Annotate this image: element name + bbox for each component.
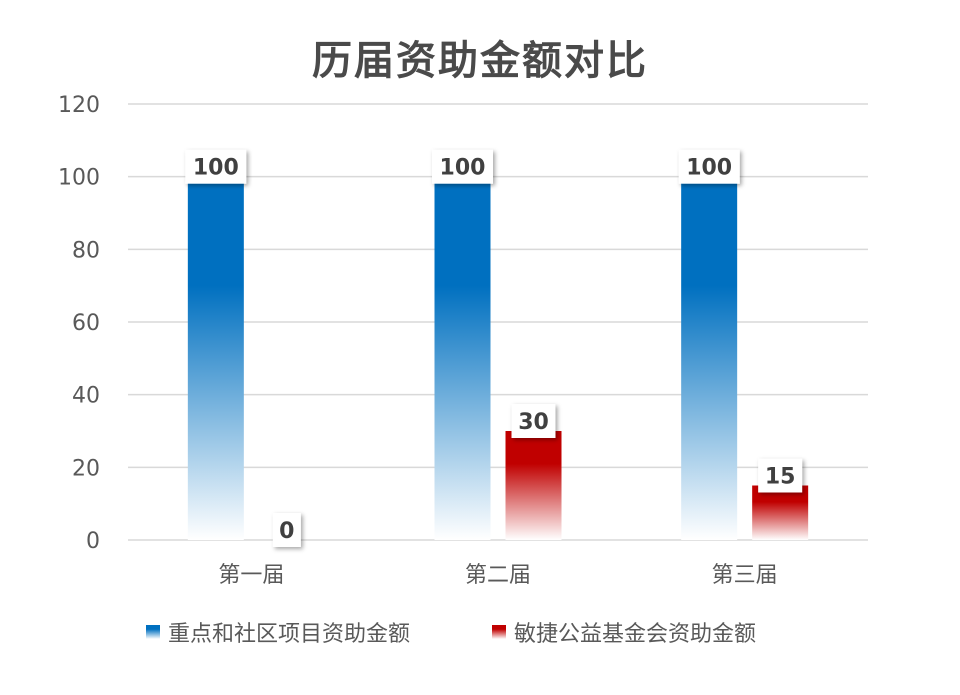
legend-label: 重点和社区项目资助金额 — [168, 622, 410, 647]
y-tick-label: 40 — [72, 384, 100, 409]
data-label-text: 0 — [279, 519, 294, 544]
data-label-text: 15 — [765, 465, 796, 490]
x-tick-label: 第三届 — [712, 563, 778, 588]
data-label: 100 — [432, 149, 493, 184]
bar — [752, 485, 809, 540]
y-tick-label: 20 — [72, 456, 100, 481]
data-label: 0 — [272, 513, 301, 547]
data-label-box — [185, 149, 247, 184]
x-axis-ticks: 第一届 第二届 第三届 — [218, 563, 777, 588]
y-tick-label: 120 — [58, 93, 100, 118]
legend: 重点和社区项目资助金额 敏捷公益基金会资助金额 — [146, 622, 756, 647]
legend-label: 敏捷公益基金会资助金额 — [514, 622, 756, 647]
data-label: 15 — [758, 458, 803, 493]
x-tick-label: 第二届 — [465, 563, 531, 588]
data-label-text: 100 — [440, 156, 486, 181]
data-label-box — [432, 149, 493, 184]
data-label-text: 30 — [518, 410, 549, 435]
gridlines — [128, 103, 868, 541]
bar — [505, 431, 562, 540]
bar — [681, 176, 738, 540]
data-labels: 100 0 100 30 100 15 — [185, 149, 803, 547]
x-tick-label: 第一届 — [218, 563, 284, 588]
data-label-text: 100 — [686, 156, 732, 181]
y-axis-ticks: 0 20 40 60 80 100 120 — [58, 93, 100, 554]
data-label-box — [511, 404, 556, 438]
y-tick-label: 100 — [58, 166, 100, 191]
data-label-text: 100 — [193, 156, 239, 181]
y-tick-label: 60 — [72, 311, 100, 336]
data-label: 100 — [678, 149, 740, 184]
legend-swatch — [146, 625, 160, 639]
chart-title: 历届资助金额对比 — [312, 38, 648, 84]
bars — [187, 176, 809, 540]
y-tick-label: 0 — [86, 529, 100, 554]
y-tick-label: 80 — [72, 238, 100, 263]
data-label-box — [678, 149, 740, 184]
data-label-box — [758, 458, 803, 493]
legend-swatch — [492, 625, 506, 639]
data-label-box — [272, 513, 301, 547]
data-label: 100 — [185, 149, 247, 184]
bar — [187, 176, 244, 540]
data-label: 30 — [511, 404, 556, 438]
bar — [434, 176, 491, 540]
